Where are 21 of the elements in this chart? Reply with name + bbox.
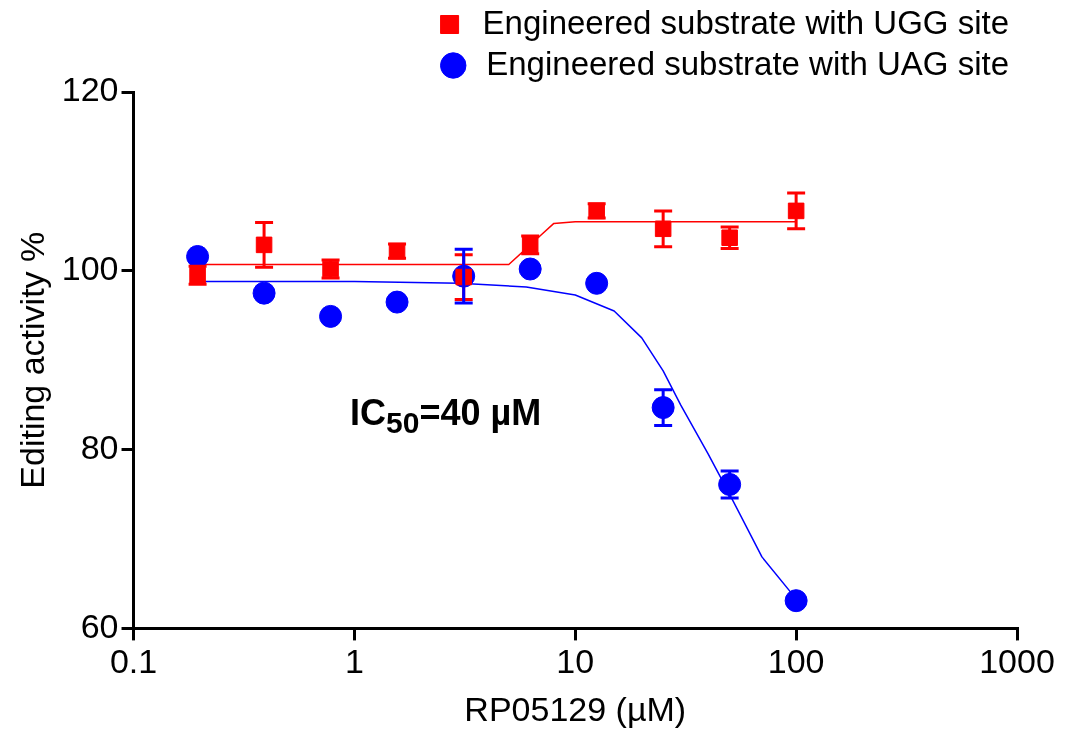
point [784,589,808,613]
x-tick-label: 1 [344,642,364,681]
y-axis-title: Editing activity % [12,231,51,489]
point [319,304,343,328]
legend-label: Engineered substrate with UAG site [486,44,1009,82]
x-tick-label: 100 [767,642,825,681]
y-tick-label: 100 [61,249,119,288]
x-axis-title: RP05129 (µM) [464,689,687,728]
x-tick-label: 1000 [979,642,1055,681]
y-tick-label: 80 [80,427,119,466]
point [385,290,409,314]
y-tick-label: 60 [80,606,119,645]
point [518,257,542,281]
point [585,271,609,295]
x-tick-label: 10 [556,642,595,681]
point [252,281,276,305]
legend-label: Engineered substrate with UGG site [482,3,1009,41]
y-tick-label: 120 [61,70,119,109]
annotation: IC$_{50}$=40 µM [350,392,542,441]
x-tick-label: 0.1 [109,642,158,681]
point [186,245,210,268]
